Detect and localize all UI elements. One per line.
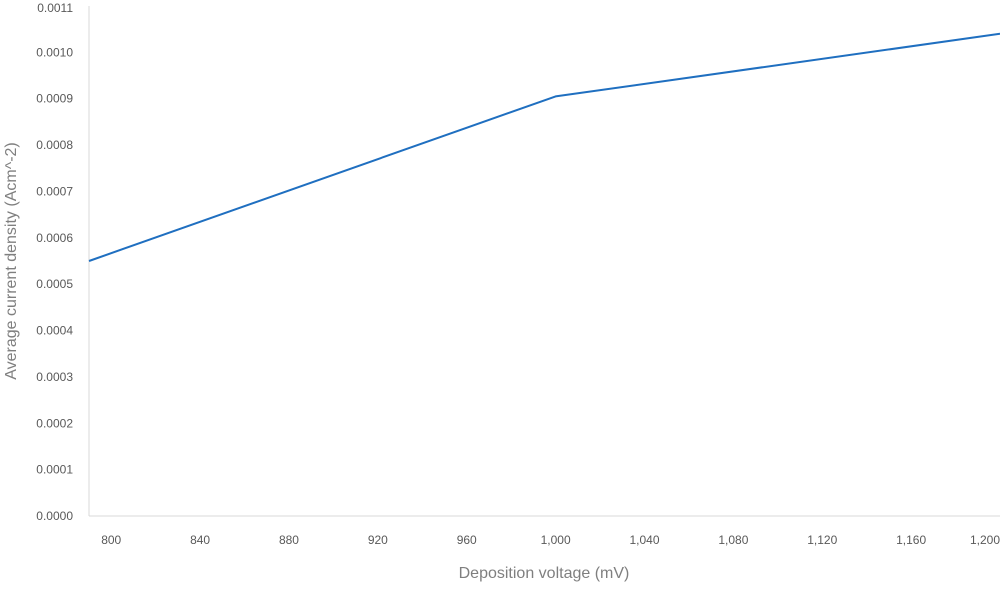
y-tick-label: 0.0011	[37, 1, 73, 15]
y-tick-label: 0.0009	[36, 92, 73, 106]
y-tick-label: 0.0005	[36, 277, 73, 291]
x-tick-label: 1,200	[970, 533, 1000, 547]
x-tick-label: 1,160	[896, 533, 926, 547]
y-tick-label: 0.0010	[36, 45, 73, 59]
y-tick-label: 0.0004	[36, 324, 73, 338]
y-tick-label: 0.0002	[36, 416, 73, 430]
x-tick-label: 800	[101, 533, 121, 547]
y-tick-labels: 0.0000 0.0001 0.0002 0.0003 0.0004 0.0005 0.00…	[36, 1, 73, 523]
x-tick-label: 840	[190, 533, 210, 547]
x-tick-labels: 800 840 880 920 960 1,000 1,040 1,080 1,120 1,160…	[101, 533, 1000, 547]
y-tick-label: 0.0008	[36, 138, 73, 152]
x-tick-label: 1,120	[807, 533, 837, 547]
x-tick-label: 1,000	[541, 533, 571, 547]
y-tick-label: 0.0007	[36, 184, 73, 198]
series-line	[88, 32, 1000, 262]
x-tick-label: 920	[368, 533, 388, 547]
y-axis-title: Average current density (Acm^-2)	[3, 142, 20, 380]
x-tick-label: 1,040	[629, 533, 659, 547]
y-tick-label: 0.0000	[36, 509, 73, 523]
y-tick-label: 0.0001	[36, 463, 73, 477]
series-layer	[88, 32, 1000, 262]
x-axis-title: Deposition voltage (mV)	[459, 565, 630, 582]
y-tick-label: 0.0003	[36, 370, 73, 384]
y-tick-label: 0.0006	[36, 231, 73, 245]
x-tick-label: 880	[279, 533, 299, 547]
x-tick-label: 960	[457, 533, 477, 547]
x-tick-label: 1,080	[718, 533, 748, 547]
